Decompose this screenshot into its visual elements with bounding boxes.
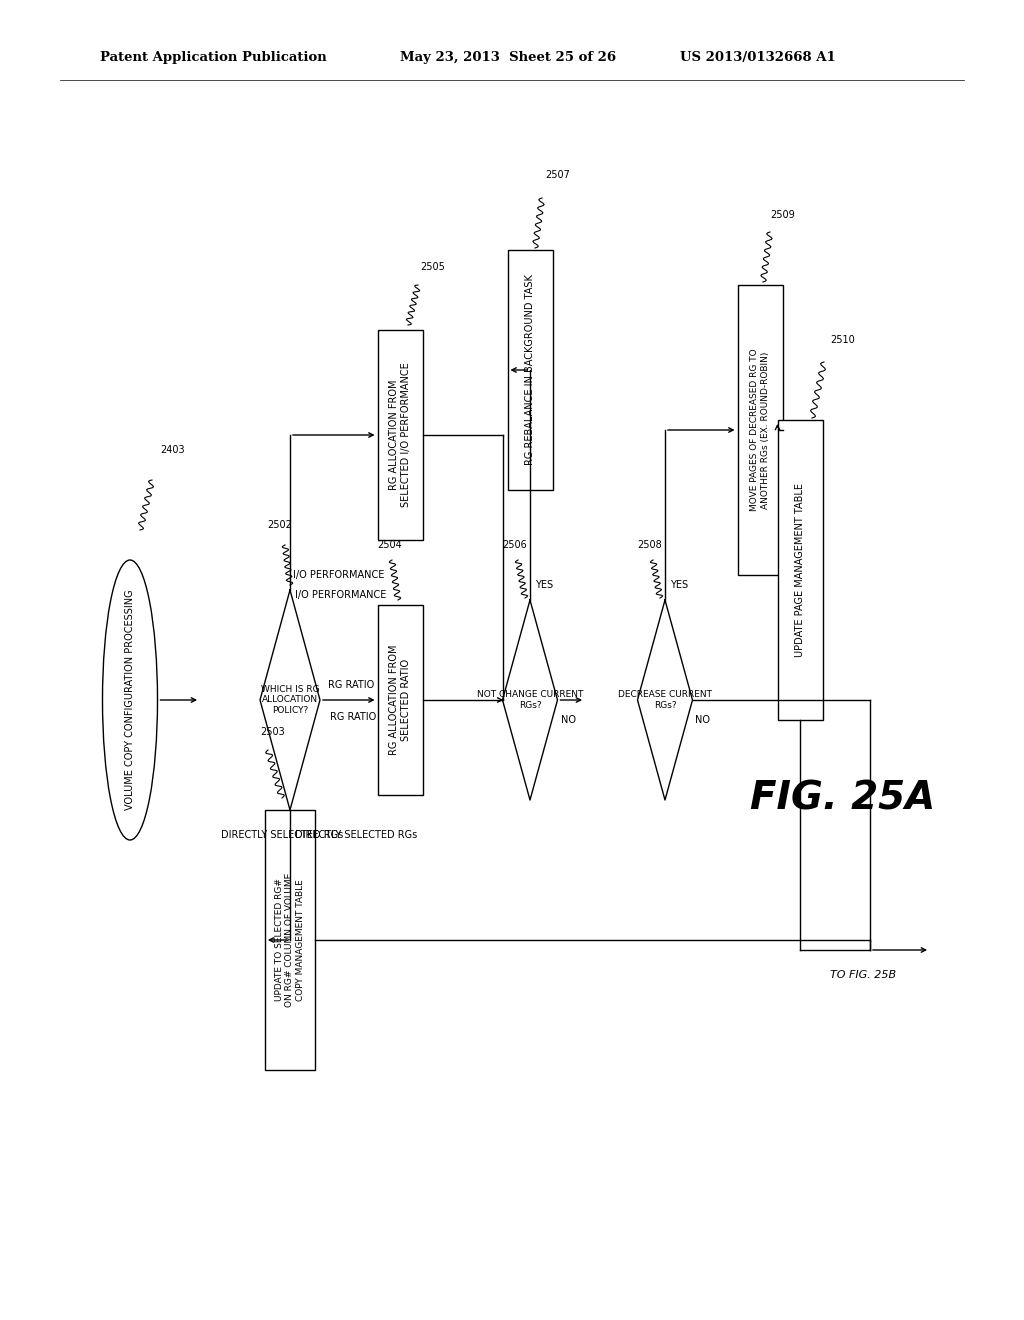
FancyBboxPatch shape [737,285,782,576]
Text: RG ALLOCATION FROM
SELECTED RATIO: RG ALLOCATION FROM SELECTED RATIO [389,644,411,755]
Text: May 23, 2013  Sheet 25 of 26: May 23, 2013 Sheet 25 of 26 [400,51,616,65]
Text: 2502: 2502 [267,520,293,531]
Text: 2503: 2503 [260,727,285,737]
FancyBboxPatch shape [508,249,553,490]
FancyBboxPatch shape [777,420,822,719]
Text: I/O PERFORMANCE: I/O PERFORMANCE [293,570,384,579]
FancyBboxPatch shape [378,605,423,795]
Text: I/O PERFORMANCE: I/O PERFORMANCE [295,590,386,601]
FancyBboxPatch shape [265,810,315,1071]
Text: TO FIG. 25B: TO FIG. 25B [830,970,896,979]
FancyBboxPatch shape [378,330,423,540]
Text: RG RATIO: RG RATIO [330,711,376,722]
Text: US 2013/0132668 A1: US 2013/0132668 A1 [680,51,836,65]
Text: MOVE PAGES OF DECREASED RG TO
ANOTHER RGs (EX. ROUND-ROBIN): MOVE PAGES OF DECREASED RG TO ANOTHER RG… [751,348,770,511]
Text: 2403: 2403 [160,445,184,455]
Text: NO: NO [695,715,711,725]
Text: 2507: 2507 [545,170,570,180]
Text: RG ALLOCATION FROM
SELECTED I/O PERFORMANCE: RG ALLOCATION FROM SELECTED I/O PERFORMA… [389,363,411,507]
Text: RG REBALANCE IN BACKGROUND TASK: RG REBALANCE IN BACKGROUND TASK [525,275,535,466]
Text: NOT CHANGE CURRENT
RGs?: NOT CHANGE CURRENT RGs? [477,690,584,710]
Text: RG RATIO: RG RATIO [328,680,374,690]
Text: 2505: 2505 [420,261,444,272]
Text: WHICH IS RG
ALLOCATION
POLICY?: WHICH IS RG ALLOCATION POLICY? [261,685,319,715]
Text: VOLUME COPY CONFIGURATION PROCESSING: VOLUME COPY CONFIGURATION PROCESSING [125,590,135,810]
Text: UPDATE TO SELECTED RG#
ON RG# COLUMN OF VOLUME
COPY MANAGEMENT TABLE: UPDATE TO SELECTED RG# ON RG# COLUMN OF … [275,873,305,1007]
Text: 2508: 2508 [638,540,663,550]
Ellipse shape [102,560,158,840]
Text: Patent Application Publication: Patent Application Publication [100,51,327,65]
Text: UPDATE PAGE MANAGEMENT TABLE: UPDATE PAGE MANAGEMENT TABLE [795,483,805,657]
Text: DIRECTLY SELECTED RGs: DIRECTLY SELECTED RGs [221,830,343,840]
Text: YES: YES [535,579,553,590]
Text: DECREASE CURRENT
RGs?: DECREASE CURRENT RGs? [618,690,712,710]
Text: YES: YES [670,579,688,590]
Text: 2510: 2510 [830,335,855,345]
Text: DIRECTLY SELECTED RGs: DIRECTLY SELECTED RGs [295,830,417,840]
Text: 2504: 2504 [378,540,402,550]
Text: 2506: 2506 [503,540,527,550]
Text: FIG. 25A: FIG. 25A [750,780,935,818]
Text: NO: NO [560,715,575,725]
Text: 2509: 2509 [770,210,795,220]
